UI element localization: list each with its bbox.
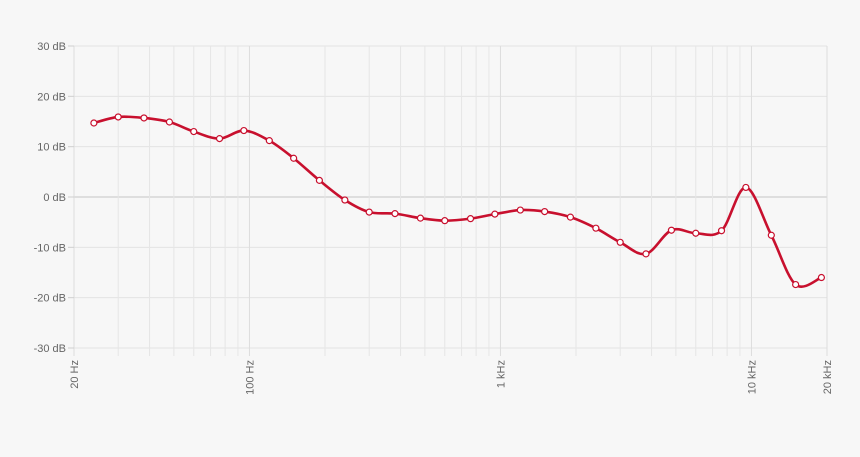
data-point[interactable] — [165, 118, 174, 126]
x-tick-label: 20 kHz — [822, 360, 834, 394]
x-tick-label: 1 kHz — [495, 360, 507, 388]
x-tick-label: 100 Hz — [244, 360, 256, 395]
data-point[interactable] — [642, 250, 650, 258]
x-tick-label: 10 kHz — [746, 360, 758, 394]
data-point[interactable] — [416, 214, 425, 222]
data-point[interactable] — [692, 229, 700, 237]
y-tick-label: 20 dB — [37, 91, 66, 103]
data-point[interactable] — [767, 231, 775, 239]
grid — [73, 45, 828, 356]
data-point[interactable] — [466, 215, 475, 223]
data-point[interactable] — [391, 210, 399, 218]
data-point[interactable] — [190, 127, 198, 136]
data-point[interactable] — [441, 217, 449, 225]
data-point[interactable] — [290, 154, 298, 162]
y-tick-label: 30 dB — [37, 41, 66, 53]
data-point[interactable] — [114, 113, 122, 121]
data-point[interactable] — [817, 273, 826, 282]
data-point[interactable] — [566, 213, 575, 221]
data-point[interactable] — [240, 126, 248, 135]
data-point[interactable] — [616, 238, 624, 246]
data-point[interactable] — [667, 226, 676, 234]
data-point[interactable] — [215, 135, 224, 143]
series-points — [90, 113, 826, 289]
y-tick-label: 0 dB — [43, 192, 66, 204]
data-point[interactable] — [717, 227, 726, 235]
data-point[interactable] — [140, 114, 148, 122]
y-tick-label: 10 dB — [37, 142, 66, 154]
data-point[interactable] — [491, 210, 499, 218]
data-point[interactable] — [592, 224, 600, 232]
data-point[interactable] — [341, 196, 349, 204]
data-point[interactable] — [792, 280, 800, 289]
data-point[interactable] — [365, 208, 373, 216]
data-point[interactable] — [742, 183, 750, 192]
y-tick-label: -20 dB — [34, 293, 66, 305]
data-point[interactable] — [541, 207, 549, 216]
data-point[interactable] — [315, 176, 324, 184]
data-point[interactable] — [516, 206, 524, 214]
data-point[interactable] — [265, 137, 273, 145]
data-point[interactable] — [90, 119, 98, 127]
y-tick-label: -10 dB — [34, 242, 66, 254]
y-tick-label: -30 dB — [34, 343, 66, 355]
x-tick-label: 20 Hz — [69, 360, 81, 389]
